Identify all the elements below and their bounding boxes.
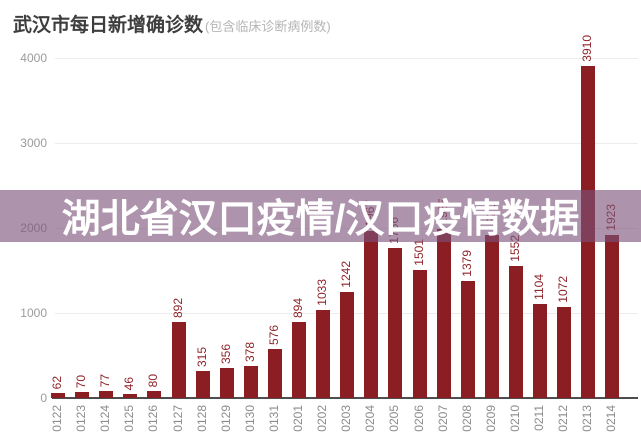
bar-value-label-0129: 356 <box>218 343 233 364</box>
x-tick-label-0206: 0206 <box>411 405 426 432</box>
x-tick-label-0131: 0131 <box>266 405 281 432</box>
chart-title: 武汉市每日新增确诊数 <box>13 15 204 36</box>
bar-value-label-0122: 62 <box>50 375 64 389</box>
bar-value-label-0125: 46 <box>122 376 137 390</box>
x-tick-label-0205: 0205 <box>387 405 402 432</box>
x-tick-label-0204: 0204 <box>363 405 378 432</box>
bar-value-label-0130: 378 <box>242 341 257 362</box>
bar-0123 <box>75 392 90 398</box>
bar-0207 <box>436 229 451 398</box>
chart-subtitle: (包含临床诊断病例数) <box>205 19 331 34</box>
bar-value-label-0211: 1104 <box>532 274 546 300</box>
bar-0214 <box>605 235 620 398</box>
bar-value-label-0213: 3910 <box>580 35 595 62</box>
bar-value-label-0131: 576 <box>266 324 281 345</box>
x-tick-label-0203: 0203 <box>339 405 354 432</box>
watermark-text: 湖北省汉口疫情/汉口疫情数据 <box>61 198 580 241</box>
bar-0125 <box>123 394 138 398</box>
y-tick-label-4000: 4000 <box>20 51 47 65</box>
x-tick-label-0126: 0126 <box>146 405 161 432</box>
watermark-banner: 湖北省汉口疫情/汉口疫情数据 <box>0 190 641 242</box>
bar-0131 <box>267 349 282 398</box>
x-tick-label-0130: 0130 <box>242 405 257 432</box>
bar-0209 <box>484 235 499 398</box>
bar-0212 <box>557 307 572 398</box>
x-tick-label-0212: 0212 <box>556 405 571 432</box>
gridline-4000 <box>55 58 638 59</box>
bar-0124 <box>99 391 114 398</box>
x-axis-line <box>52 397 638 399</box>
y-tick-label-1000: 1000 <box>20 306 47 320</box>
y-tick-label-0: 0 <box>40 391 47 405</box>
x-tick-label-0210: 0210 <box>507 405 522 432</box>
bar-value-label-0201: 894 <box>291 297 305 318</box>
bar-value-label-0208: 1379 <box>459 250 474 277</box>
x-tick-label-0127: 0127 <box>170 405 185 432</box>
bar-0204 <box>364 231 379 398</box>
bar-0205 <box>388 248 403 398</box>
x-tick-label-0122: 0122 <box>50 405 64 432</box>
bar-value-label-0126: 80 <box>146 373 161 387</box>
x-tick-label-0123: 0123 <box>74 405 89 432</box>
gridline-3000 <box>55 143 638 144</box>
bar-0129 <box>219 368 234 398</box>
bar-value-label-0202: 1033 <box>315 279 330 306</box>
bar-value-label-0123: 70 <box>74 374 89 388</box>
bar-0122 <box>51 393 65 398</box>
bar-value-label-0128: 315 <box>194 346 209 367</box>
x-tick-label-0129: 0129 <box>218 405 233 432</box>
bar-0130 <box>243 366 258 398</box>
x-tick-label-0125: 0125 <box>122 405 137 432</box>
x-tick-label-0208: 0208 <box>459 405 474 432</box>
x-tick-label-0201: 0201 <box>291 405 305 432</box>
x-tick-label-0209: 0209 <box>483 405 498 432</box>
chart-header: 武汉市每日新增确诊数 (包含临床诊断病例数) <box>13 10 331 37</box>
y-tick-label-3000: 3000 <box>20 136 47 150</box>
x-tick-label-0207: 0207 <box>435 405 450 432</box>
bar-value-label-0203: 1242 <box>339 261 354 288</box>
bar-0126 <box>147 391 162 398</box>
bar-0202 <box>316 310 331 398</box>
bar-value-label-0212: 1072 <box>556 276 571 303</box>
x-tick-label-0213: 0213 <box>580 405 595 432</box>
x-tick-label-0211: 0211 <box>532 405 546 431</box>
bar-0201 <box>292 322 306 398</box>
x-tick-label-0214: 0214 <box>604 405 619 432</box>
bar-0211 <box>533 304 547 398</box>
x-tick-label-0202: 0202 <box>315 405 330 432</box>
x-tick-label-0124: 0124 <box>98 405 113 432</box>
bar-0210 <box>508 266 523 398</box>
bar-0208 <box>460 281 475 398</box>
bar-value-label-0127: 892 <box>170 297 185 318</box>
bar-value-label-0124: 77 <box>98 373 113 387</box>
bar-0206 <box>412 270 427 398</box>
bar-0128 <box>195 371 210 398</box>
bar-0203 <box>340 292 355 398</box>
x-tick-label-0128: 0128 <box>194 405 209 432</box>
bar-0127 <box>171 322 186 398</box>
